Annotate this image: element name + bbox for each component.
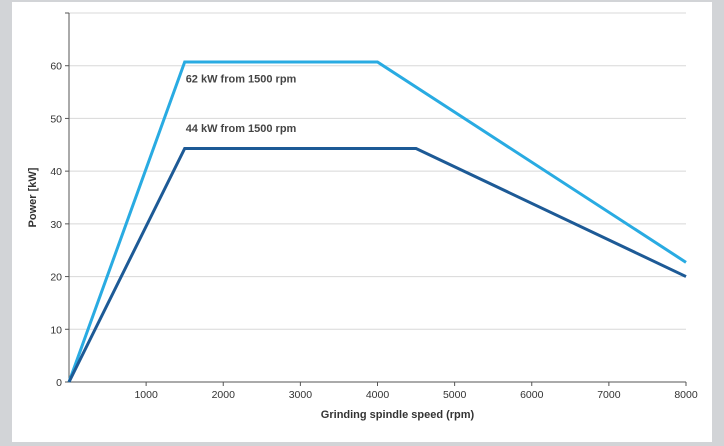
y-tick-label: 40 <box>50 166 62 178</box>
x-axis-title: Grinding spindle speed (rpm) <box>321 409 475 421</box>
series-line-2 <box>67 146 687 383</box>
x-tick-label: 4000 <box>366 389 390 401</box>
x-tick-label: 5000 <box>443 389 467 401</box>
y-axis-title: Power [kW] <box>27 167 39 227</box>
annotations: 62 kW from 1500 rpm 44 kW from 1500 rpm <box>186 74 297 136</box>
y-tick-label: 10 <box>50 324 62 336</box>
axes <box>65 12 687 386</box>
x-tick-label: 8000 <box>674 389 698 401</box>
y-tick-label: 30 <box>50 219 62 231</box>
y-tick-label: 50 <box>50 113 62 125</box>
power-speed-chart: 0 10 20 30 40 50 60 1000 2000 3000 4000 5000 6000 70… <box>27 12 698 421</box>
y-tick-label: 0 <box>56 377 62 389</box>
annotation-1: 62 kW from 1500 rpm <box>186 74 297 86</box>
x-tick-label: 7000 <box>597 389 621 401</box>
x-tick-label: 1000 <box>134 389 158 401</box>
annotation-2: 44 kW from 1500 rpm <box>186 123 297 135</box>
x-tick-label: 2000 <box>212 389 236 401</box>
y-tick-label: 60 <box>50 61 62 73</box>
x-tick-label: 3000 <box>289 389 313 401</box>
series-lines <box>67 60 687 383</box>
y-tick-label: 20 <box>50 272 62 284</box>
x-tick-labels: 1000 2000 3000 4000 5000 6000 7000 8000 <box>134 389 697 401</box>
chart-frame: 0 10 20 30 40 50 60 1000 2000 3000 4000 5000 6000 70… <box>12 2 712 442</box>
series-line-1 <box>67 60 687 383</box>
grid-lines <box>69 12 686 330</box>
y-tick-labels: 0 10 20 30 40 50 60 <box>50 61 62 389</box>
x-tick-label: 6000 <box>520 389 544 401</box>
